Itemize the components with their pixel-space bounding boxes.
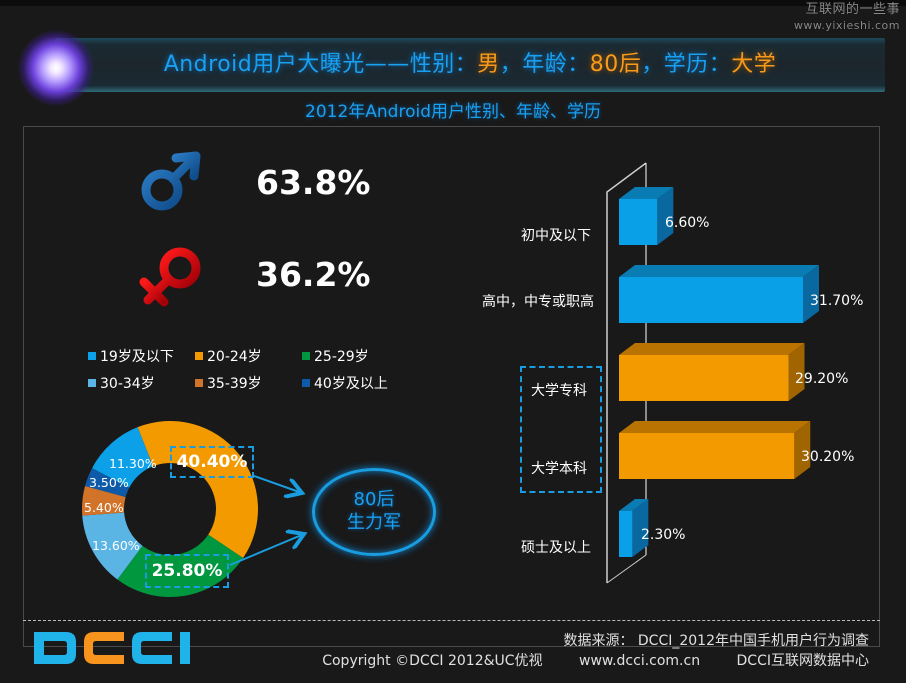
female-percent: 36.2% (256, 255, 371, 294)
top-strip (0, 0, 906, 6)
starburst-icon (18, 30, 94, 106)
title-prefix: Android用户大曝光——性别： (163, 52, 478, 77)
bar-side (788, 343, 805, 401)
chart-subtitle: 2012年Android用户性别、年龄、学历 (305, 102, 601, 122)
edu-category-label: 初中及以下 (521, 228, 591, 244)
edu-value-label: 6.60% (665, 215, 710, 231)
donut-svg (82, 421, 258, 597)
edu-value-label: 31.70% (810, 293, 864, 309)
axis-wall (606, 162, 647, 583)
bar-front (619, 433, 795, 479)
edu-category-label: 大学本科 (531, 461, 587, 477)
donut-slice (82, 486, 126, 516)
legend-item: 30-34岁 (88, 373, 155, 393)
edu-value-label: 30.20% (801, 449, 855, 465)
legend-item: 20-24岁 (195, 346, 262, 366)
watermark: 互联网的一些事 www.yixieshi.com (794, 2, 900, 34)
title-banner (55, 38, 885, 92)
edu-category-label: 硕士及以上 (521, 540, 591, 556)
bar-front (619, 511, 633, 557)
donut-label: 13.60% (92, 538, 140, 553)
legend-item: 40岁及以上 (302, 373, 388, 393)
donut-label: 5.40% (84, 500, 124, 515)
university-highlight-box (520, 366, 602, 493)
ellipse-line1: 80后 (353, 489, 395, 510)
male-percent: 63.8% (256, 163, 371, 202)
bar-top (619, 421, 811, 433)
watermark-line1: 互联网的一些事 (805, 2, 900, 17)
donut-slice (82, 512, 143, 580)
legend-label: 19岁及以下 (100, 349, 174, 365)
legend-swatch (195, 379, 203, 387)
bar-side (803, 265, 819, 323)
legend-label: 20-24岁 (207, 349, 262, 365)
dcci-logo (34, 632, 190, 664)
axis-floor-line (606, 554, 647, 584)
donut-slice (92, 427, 154, 488)
bar-side (632, 499, 649, 557)
website-link[interactable]: www.dcci.com.cn (579, 653, 701, 669)
edu-category-label: 高中，中专或职高 (482, 294, 594, 310)
bar-top (619, 187, 674, 199)
bar-front (619, 277, 803, 323)
footer-credits: Copyright ©DCCI 2012&UC优视 www.dcci.com.c… (322, 650, 869, 670)
80s-generation-ellipse: 80后 生力军 (312, 468, 436, 556)
legend-swatch (302, 379, 310, 387)
edu-value-label: 2.30% (641, 527, 686, 543)
bar-side (657, 187, 674, 245)
donut-label: 11.30% (109, 456, 157, 471)
legend-swatch (302, 352, 310, 360)
edu-value-label: 29.20% (795, 371, 849, 387)
legend-swatch (88, 379, 96, 387)
bar-front (619, 199, 658, 245)
legend-label: 30-34岁 (100, 376, 155, 392)
legend-label: 25-29岁 (314, 349, 369, 365)
title-edu: 大学 (731, 52, 777, 77)
legend-item: 19岁及以下 (88, 346, 174, 366)
edu-category-label: 大学专科 (531, 383, 587, 399)
legend-label: 35-39岁 (207, 376, 262, 392)
title-age: 80后 (589, 52, 642, 77)
bar-top (619, 343, 805, 355)
legend-swatch (195, 352, 203, 360)
title-sep2: ，学历： (641, 52, 732, 77)
watermark-line2: www.yixieshi.com (793, 19, 900, 32)
copyright-text: Copyright ©DCCI 2012&UC优视 (322, 653, 543, 669)
title-gender: 男 (477, 52, 500, 77)
footer-divider (23, 620, 880, 621)
page-title: Android用户大曝光——性别：男，年龄：80后，学历：大学 (55, 38, 885, 92)
gender-female-row (138, 242, 206, 308)
bar-front (619, 355, 789, 401)
data-source: 数据来源： DCCI_2012年中国手机用户行为调查 (563, 633, 869, 649)
ellipse-line2: 生力军 (347, 512, 401, 533)
donut-slice (117, 534, 244, 597)
age-donut-chart: 11.30% 3.50% 5.40% 13.60% (81, 420, 259, 598)
content-panel (23, 126, 880, 647)
female-symbol-icon (139, 247, 201, 307)
legend-item: 35-39岁 (195, 373, 262, 393)
male-symbol-icon (141, 151, 201, 211)
title-sep1: ，年龄： (499, 52, 590, 77)
legend-item: 25-29岁 (302, 346, 369, 366)
callout-25-percent: 25.80% (145, 554, 229, 588)
donut-label: 3.50% (89, 475, 129, 490)
legend-swatch (88, 352, 96, 360)
callout-40-percent: 40.40% (170, 446, 254, 478)
bar-top (619, 499, 649, 511)
org-name: DCCI互联网数据中心 (736, 653, 869, 669)
gender-male-row (138, 150, 204, 216)
bar-top (619, 265, 819, 277)
donut-slice (137, 421, 258, 559)
bar-side (794, 421, 811, 479)
donut-slice (85, 468, 130, 498)
legend-label: 40岁及以上 (314, 376, 388, 392)
